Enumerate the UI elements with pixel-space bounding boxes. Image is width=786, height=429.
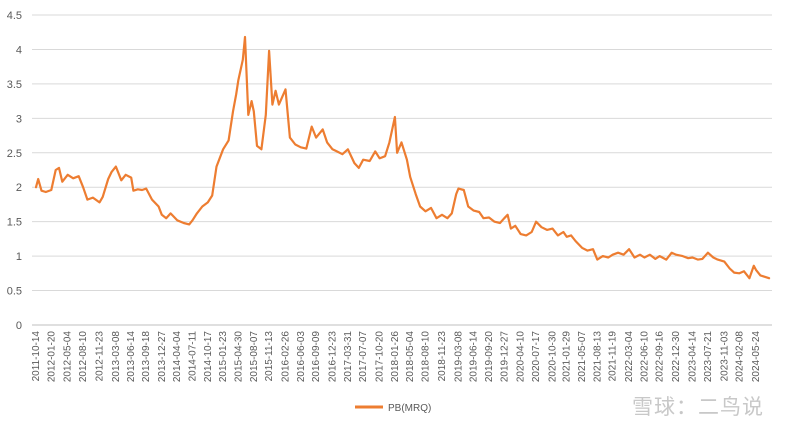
x-tick-label: 2020-04-10 [516,331,527,383]
gridlines [32,14,772,326]
x-tick-label: 2016-09-09 [311,331,322,383]
x-tick-label: 2019-06-14 [469,331,480,383]
x-tick-label: 2021-05-07 [577,331,588,383]
x-tick-label: 2022-06-10 [639,331,650,383]
x-tick-label: 2021-11-19 [608,331,619,382]
x-tick-label: 2018-08-10 [421,331,432,383]
x-tick-label: 2013-12-27 [157,331,168,383]
x-tick-label: 2023-07-21 [703,331,714,383]
x-tick-label: 2015-04-30 [233,331,244,383]
x-tick-label: 2014-10-17 [203,331,214,383]
x-tick-label: 2017-10-20 [375,331,386,383]
x-tick-label: 2015-01-23 [218,331,229,383]
x-tick-label: 2022-03-04 [624,331,635,383]
x-tick-label: 2021-01-29 [562,331,573,383]
y-tick-label: 2.5 [7,148,22,160]
y-tick-label: 1 [16,251,22,263]
x-tick-label: 2015-08-07 [249,331,260,383]
x-tick-label: 2018-05-04 [405,331,416,383]
x-tick-label: 2020-07-17 [531,331,542,383]
x-tick-label: 2018-01-26 [390,331,401,383]
x-tick-label: 2024-02-08 [734,331,745,383]
legend: PB(MRQ) [355,403,431,414]
y-tick-label: 4.5 [7,10,22,22]
y-tick-label: 0 [16,320,22,332]
x-axis-ticks: 2011-10-14 2012-01-20 2012-05-04 2012-08-10… [31,331,762,383]
x-tick-label: 2017-07-07 [358,331,369,383]
y-tick-label: 3.5 [7,79,22,91]
x-tick-label: 2022-12-30 [671,331,682,383]
x-tick-label: 2016-06-03 [296,331,307,383]
x-tick-label: 2018-11-23 [437,331,448,382]
watermark: 雪球：二鸟说 [632,395,764,419]
x-tick-label: 2016-12-23 [328,331,339,383]
x-tick-label: 2012-08-10 [78,331,89,383]
x-tick-label: 2022-09-16 [655,331,666,383]
y-tick-label: 4 [16,44,22,56]
x-tick-label: 2011-10-14 [31,331,42,382]
x-tick-label: 2014-04-04 [172,331,183,383]
x-tick-label: 2019-12-27 [499,331,510,383]
x-tick-label: 2023-04-14 [688,331,699,383]
y-tick-label: 0.5 [7,286,22,298]
x-tick-label: 2013-03-08 [111,331,122,383]
x-tick-label: 2017-03-31 [343,331,354,383]
x-tick-label: 2013-09-18 [141,331,152,383]
x-tick-label: 2013-06-14 [126,331,137,383]
y-tick-label: 1.5 [7,217,22,229]
x-tick-label: 2019-03-08 [453,331,464,383]
y-tick-label: 2 [16,182,22,194]
x-tick-label: 2012-01-20 [46,331,57,383]
series-line-pb-mrq [34,35,771,280]
x-tick-label: 2016-02-26 [280,331,291,383]
x-tick-label: 2021-08-13 [592,331,603,383]
x-tick-label: 2012-11-23 [94,331,105,382]
x-tick-label: 2019-09-20 [484,331,495,383]
x-tick-label: 2015-11-13 [264,331,275,382]
legend-label: PB(MRQ) [388,403,431,414]
x-tick-label: 2023-11-03 [719,331,730,382]
x-tick-label: 2014-07-11 [187,331,198,382]
series-lines [34,35,771,280]
x-tick-label: 2012-05-04 [63,331,74,383]
x-tick-label: 2020-10-30 [547,331,558,383]
y-axis-ticks: 0 0.5 1 1.5 2 2.5 3 3.5 4 4.5 [7,10,22,332]
y-tick-label: 3 [16,113,22,125]
x-tick-label: 2024-05-24 [751,331,762,383]
